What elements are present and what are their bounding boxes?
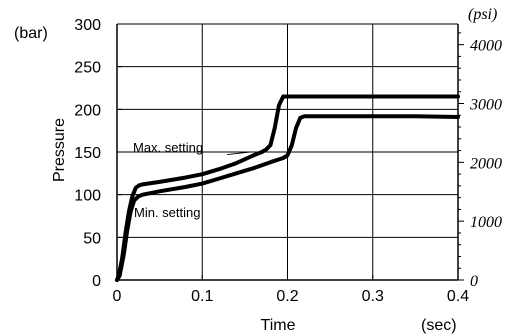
y-tick-label-right: 2000 bbox=[470, 155, 502, 172]
y-tick-label-left: 300 bbox=[74, 17, 101, 34]
y-tick-label-left: 250 bbox=[74, 60, 101, 77]
x-tick-label: 0.3 bbox=[362, 288, 384, 305]
x-tick-label: 0 bbox=[113, 288, 122, 305]
y-tick-label-right: 1000 bbox=[470, 214, 502, 231]
y-axis-title: Pressure bbox=[51, 118, 68, 182]
x-tick-label: 0.1 bbox=[191, 288, 213, 305]
y-tick-label-left: 200 bbox=[74, 102, 101, 119]
y-unit-left: (bar) bbox=[14, 25, 48, 42]
y-tick-label-left: 150 bbox=[74, 145, 101, 162]
y-tick-label-left: 0 bbox=[92, 273, 101, 290]
x-tick-label: 0.4 bbox=[447, 288, 469, 305]
y-tick-label-right: 4000 bbox=[470, 38, 502, 55]
y-tick-label-right: 0 bbox=[470, 273, 478, 290]
y-tick-label-right: 3000 bbox=[469, 96, 502, 113]
x-axis-title: Time bbox=[261, 317, 296, 334]
y-unit-right: (psi) bbox=[468, 6, 497, 23]
x-tick-label: 0.2 bbox=[276, 288, 298, 305]
y-tick-label-left: 50 bbox=[83, 230, 101, 247]
annotation-min-setting: Min. setting bbox=[134, 205, 200, 220]
x-unit: (sec) bbox=[421, 317, 457, 334]
y-tick-label-left: 100 bbox=[74, 188, 101, 205]
annotation-max-setting: Max. setting bbox=[133, 140, 203, 155]
